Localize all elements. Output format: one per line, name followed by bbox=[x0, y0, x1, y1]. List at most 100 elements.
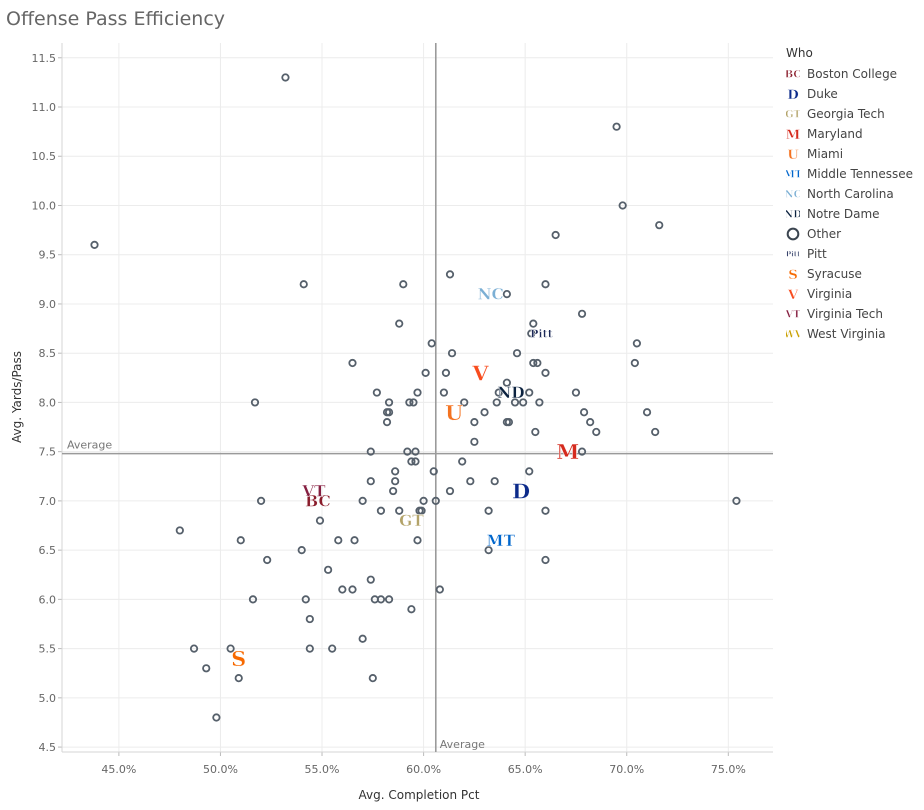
data-point-other bbox=[350, 536, 359, 545]
data-point-other bbox=[376, 506, 386, 515]
svg-text:U: U bbox=[445, 400, 463, 425]
data-point-other bbox=[348, 358, 357, 368]
chart-title: Offense Pass Efficiency bbox=[6, 8, 226, 30]
x-tick-label: 65.0% bbox=[508, 763, 543, 776]
data-point-other bbox=[299, 280, 308, 289]
data-point-other bbox=[579, 408, 589, 417]
average-label-y: Average bbox=[67, 439, 112, 452]
legend-label: Boston College bbox=[807, 67, 898, 81]
legend-symbol-icon: M bbox=[786, 128, 800, 141]
svg-text:ND: ND bbox=[497, 384, 524, 402]
data-point-other bbox=[358, 634, 367, 643]
team-marker-north-carolina: NC bbox=[477, 285, 504, 303]
average-label-x: Average bbox=[440, 738, 485, 751]
data-point-other bbox=[413, 388, 422, 397]
legend-label: Miami bbox=[807, 147, 844, 161]
data-point-other bbox=[529, 319, 538, 328]
data-point-other bbox=[301, 595, 310, 604]
data-point-other bbox=[651, 427, 660, 437]
legend-title: Who bbox=[786, 46, 813, 60]
data-point-other bbox=[419, 496, 428, 505]
team-marker-virginia-tech: VT bbox=[301, 482, 326, 500]
legend-symbol-icon: BC bbox=[786, 69, 800, 80]
legend-label: Maryland bbox=[807, 127, 863, 141]
data-point-other bbox=[189, 644, 199, 653]
team-marker-georgia-tech: GT bbox=[399, 512, 425, 530]
legend-symbol-icon: ND bbox=[786, 209, 800, 221]
data-point-other bbox=[263, 555, 272, 565]
data-point-other bbox=[234, 674, 243, 683]
y-tick-label: 4.5 bbox=[39, 741, 57, 754]
data-point-other bbox=[90, 240, 99, 249]
legend-label: Syracuse bbox=[807, 267, 862, 281]
data-point-other bbox=[551, 230, 560, 240]
svg-text:M: M bbox=[556, 439, 579, 464]
legend-symbol-icon: Pitt bbox=[786, 249, 800, 259]
data-point-other bbox=[427, 339, 436, 348]
data-point-other bbox=[305, 614, 314, 624]
team-markers: BC D GT M U MT NC ND Pitt S V VT bbox=[231, 285, 580, 671]
data-point-other bbox=[586, 418, 595, 427]
data-point-other bbox=[248, 595, 258, 604]
legend-label: Virginia bbox=[807, 287, 853, 301]
x-tick-label: 50.0% bbox=[203, 763, 238, 776]
data-point-other bbox=[334, 536, 343, 545]
legend-item-pitt: Pitt Pitt bbox=[786, 244, 913, 264]
data-point-other bbox=[732, 496, 741, 505]
legend-label: Other bbox=[807, 227, 842, 241]
data-point-other bbox=[372, 388, 381, 397]
svg-text:D: D bbox=[787, 88, 799, 101]
svg-text:ND: ND bbox=[786, 210, 800, 221]
x-tick-label: 70.0% bbox=[609, 763, 644, 776]
y-tick-label: 6.0 bbox=[39, 593, 57, 606]
data-point-other bbox=[297, 546, 306, 555]
data-point-other bbox=[494, 388, 503, 397]
data-point-other bbox=[384, 398, 394, 407]
legend-item-duke: D Duke bbox=[786, 84, 913, 104]
legend-item-middle-tennessee: MT Middle Tennessee bbox=[786, 164, 913, 184]
data-point-other bbox=[281, 73, 290, 82]
data-point-other bbox=[358, 496, 367, 505]
legend-item-boston-college: BC Boston College bbox=[786, 64, 913, 84]
legend-symbol-icon: S bbox=[788, 268, 798, 281]
legend-items: BC Boston College D Duke GT Georgia Tech M Mary… bbox=[786, 64, 913, 344]
svg-text:U: U bbox=[787, 148, 799, 161]
data-point-other bbox=[541, 506, 550, 515]
data-point-other bbox=[366, 575, 375, 584]
data-point-other bbox=[502, 378, 511, 387]
svg-text:D: D bbox=[512, 479, 530, 504]
legend-symbol-icon: V bbox=[787, 288, 799, 301]
svg-text:Pitt: Pitt bbox=[786, 250, 800, 259]
data-point-other bbox=[431, 496, 440, 505]
y-tick-label: 7.5 bbox=[39, 446, 57, 459]
y-tick-label: 11.0 bbox=[32, 101, 57, 114]
data-point-other bbox=[592, 427, 601, 437]
data-point-other bbox=[577, 309, 587, 318]
data-point-other bbox=[480, 408, 489, 417]
data-point-other bbox=[212, 713, 221, 722]
data-point-other bbox=[395, 319, 404, 328]
gridlines bbox=[62, 43, 773, 752]
data-point-other bbox=[315, 516, 325, 525]
legend-symbol-icon bbox=[786, 227, 800, 241]
data-point-other bbox=[529, 358, 538, 368]
y-tick-label: 6.5 bbox=[39, 544, 57, 557]
y-tick-label: 11.5 bbox=[32, 52, 57, 65]
legend-item-notre-dame: ND Notre Dame bbox=[786, 204, 913, 224]
data-point-other bbox=[395, 506, 404, 515]
y-tick-label: 10.5 bbox=[32, 150, 57, 163]
team-marker-boston-college: BC bbox=[305, 492, 331, 510]
reference-lines: Average Average bbox=[62, 43, 773, 752]
legend-symbol-icon: NC bbox=[786, 189, 800, 200]
legend-label: Middle Tennessee bbox=[807, 167, 913, 181]
data-point-other bbox=[409, 398, 418, 407]
data-point-other bbox=[439, 388, 449, 397]
legend-label: Notre Dame bbox=[807, 207, 880, 221]
legend-symbol-icon: MT bbox=[786, 169, 800, 180]
team-marker-pitt: Pitt bbox=[530, 327, 554, 340]
data-point-other bbox=[366, 447, 375, 456]
data-point-other bbox=[470, 437, 479, 446]
y-tick-label: 5.0 bbox=[39, 692, 57, 705]
data-point-other bbox=[484, 506, 493, 515]
svg-text:M: M bbox=[786, 128, 800, 141]
